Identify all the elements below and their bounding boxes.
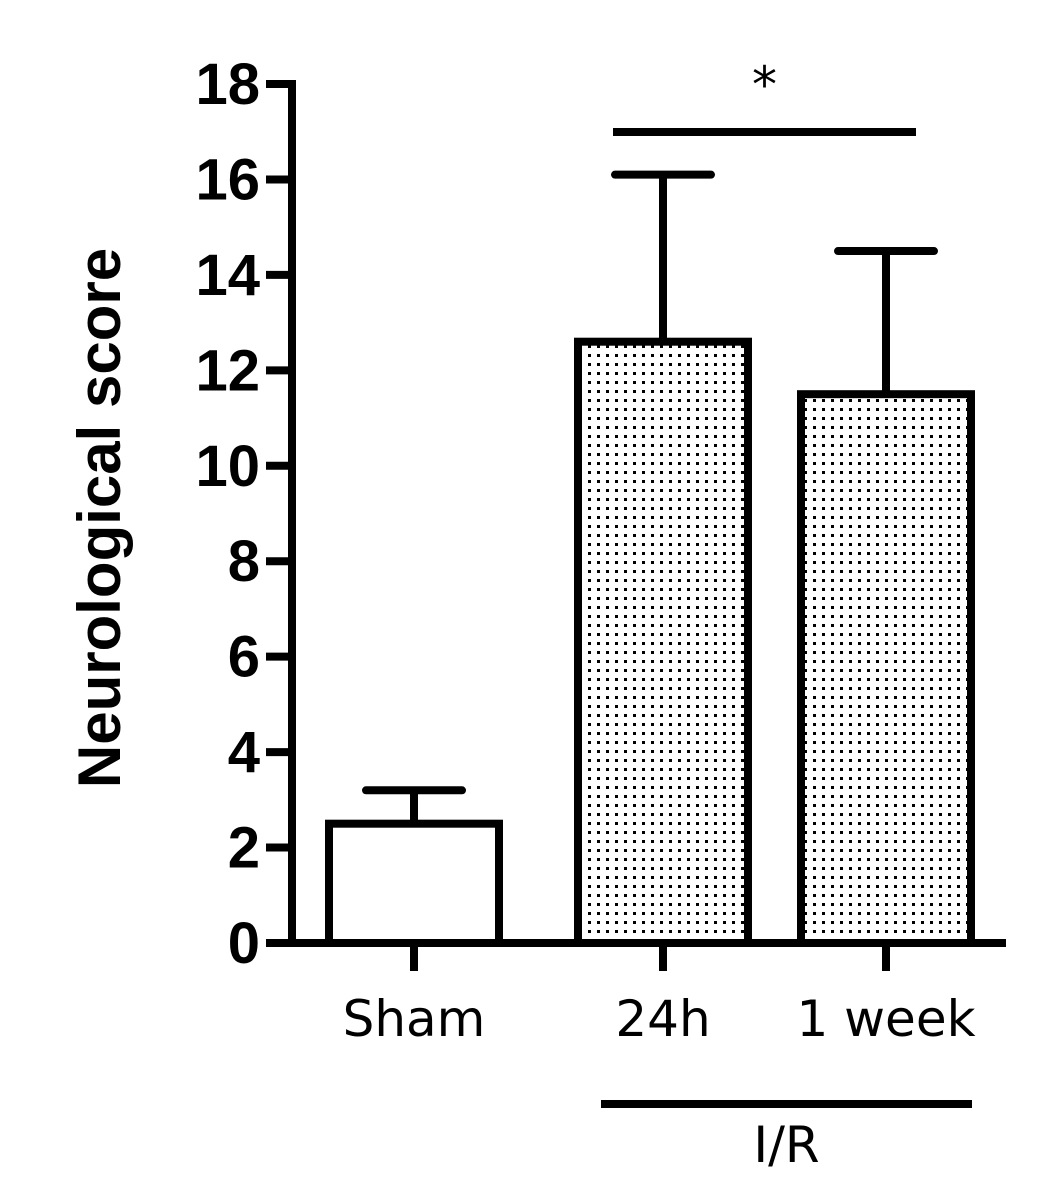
group-label: I/R xyxy=(753,1116,819,1174)
x-tick-label: Sham xyxy=(343,990,486,1048)
bar xyxy=(797,390,975,947)
significance-marker: * xyxy=(752,56,777,114)
y-tick-label: 8 xyxy=(228,529,260,594)
plot-area: 0 2 4 6 8 10 12 14 16 18 Sham 24h 1 week I/R * xyxy=(195,52,1006,1174)
y-tick-label: 0 xyxy=(228,911,260,976)
x-tick-label: 1 week xyxy=(796,990,975,1048)
y-tick-label: 12 xyxy=(195,338,260,403)
y-tick-label: 6 xyxy=(228,625,260,690)
bar xyxy=(325,819,503,948)
y-tick-label: 14 xyxy=(195,243,260,308)
x-tick-label: 24h xyxy=(615,990,710,1048)
y-tick-label: 10 xyxy=(195,434,260,499)
y-axis-label: Neurological score xyxy=(66,248,133,788)
y-tick-label: 4 xyxy=(228,720,260,785)
bar xyxy=(574,337,752,947)
y-tick-label: 18 xyxy=(195,52,260,117)
y-tick-label: 16 xyxy=(195,147,260,212)
y-tick-label: 2 xyxy=(228,816,260,881)
